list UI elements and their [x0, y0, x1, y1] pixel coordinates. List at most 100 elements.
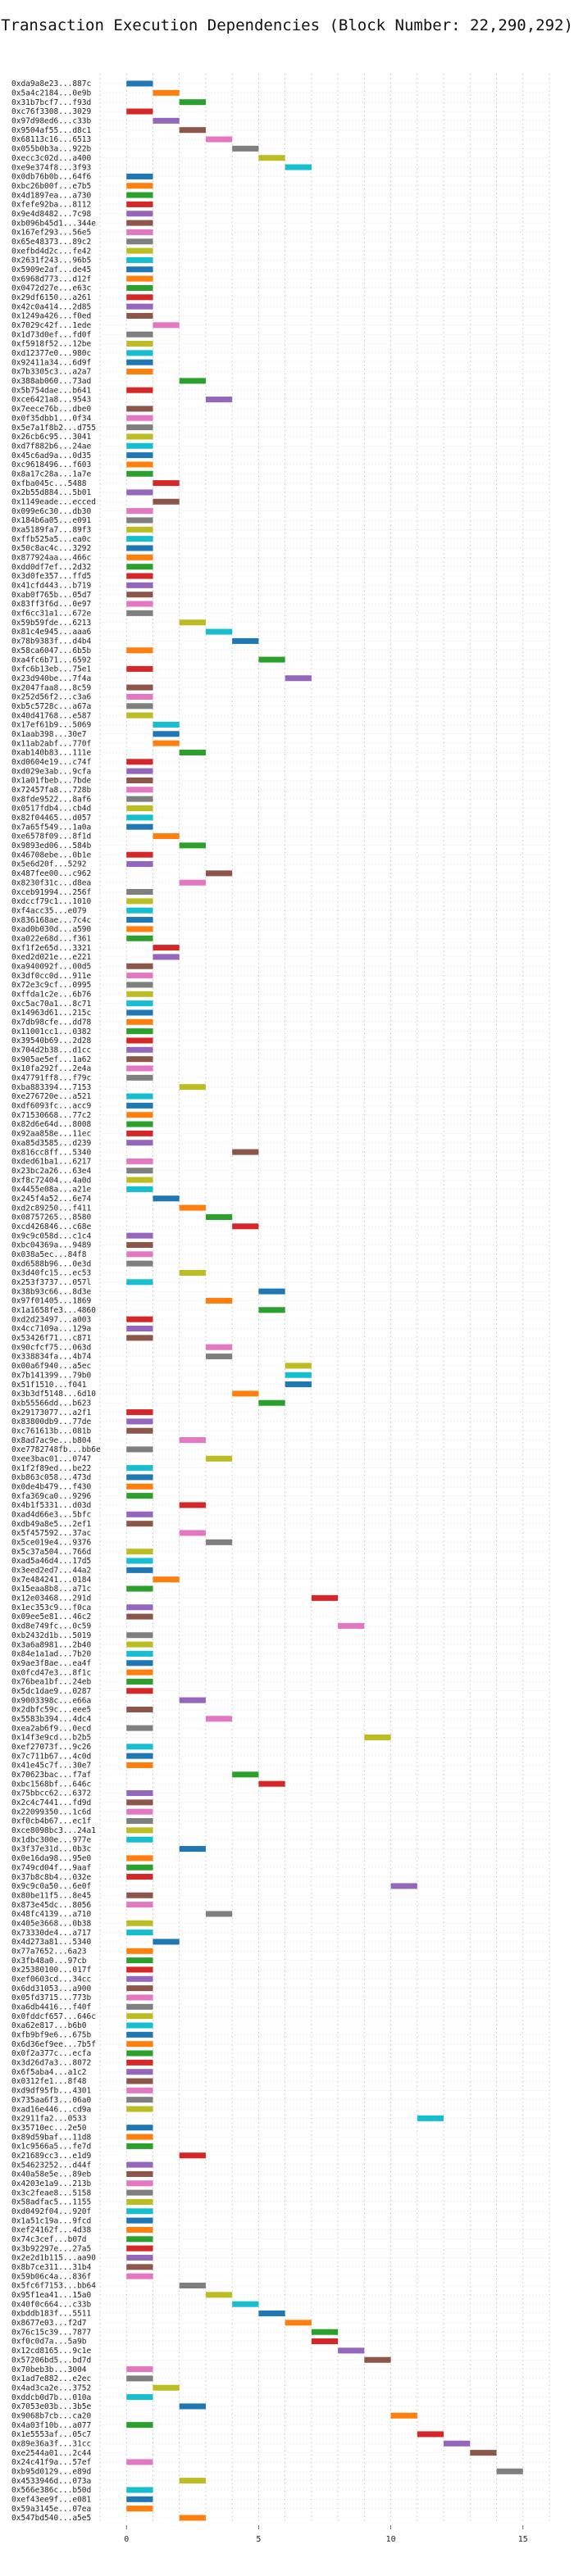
y-tick-label: 0x3fb48a0...97cb: [11, 1957, 87, 1966]
y-tick-label: 0x92411a34...6d9f: [11, 358, 91, 367]
y-tick-label: 0x7b3305c3...a2a7: [11, 368, 91, 377]
dependency-bar: [126, 1177, 153, 1183]
y-tick-label: 0x5909e2af...de45: [11, 265, 91, 274]
dependency-bar: [126, 712, 153, 719]
dependency-bar: [126, 573, 153, 579]
dependency-bar: [311, 2338, 339, 2345]
y-tick-label: 0x59b59fde...6213: [11, 619, 91, 628]
dependency-bar: [126, 1799, 153, 1806]
y-tick-label: 0x4455e08a...a21e: [11, 1186, 92, 1195]
dependency-bar: [126, 2487, 153, 2493]
dependency-bar: [153, 117, 180, 124]
y-tick-label: 0x82d6e64d...8008: [11, 1120, 92, 1129]
y-tick-label: 0x23bc2a26...63e4: [11, 1167, 92, 1176]
dependency-bar: [390, 1883, 417, 1889]
y-tick-label: 0xad0b030d...a590: [11, 925, 92, 934]
y-tick-label: 0x099e6c30...db30: [11, 507, 92, 516]
y-tick-label: 0x26cb6c95...3041: [11, 433, 92, 442]
dependency-bar: [126, 768, 153, 774]
dependency-bar: [126, 1855, 153, 1862]
y-tick-label: 0x17ef61b9...5069: [11, 721, 92, 730]
y-tick-label: 0x0fcd47e3...8f1c: [11, 1668, 91, 1677]
y-tick-label: 0xe9e374f8...3f93: [11, 163, 91, 172]
y-tick-label: 0x6968d773...d12f: [11, 274, 91, 283]
dependency-bar: [126, 1604, 153, 1611]
y-tick-label: 0x3eed2ed7...44a2: [11, 1567, 91, 1576]
dependency-bar: [126, 220, 153, 226]
y-tick-label: 0x1ec353c9...f0ca: [11, 1603, 91, 1612]
y-tick-label: 0xb2432d1b...5019: [11, 1631, 92, 1640]
dependency-bar: [126, 1427, 153, 1434]
y-tick-label: 0xcd426846...c68e: [11, 1222, 92, 1231]
y-tick-label: 0x09ee5e81...46c2: [11, 1612, 91, 1621]
dependency-bar: [311, 2329, 339, 2335]
y-tick-label: 0x0f35dbb1...0f34: [11, 414, 92, 423]
dependency-bar: [153, 1576, 180, 1583]
y-tick-label: 0xee3bac01...0747: [11, 1454, 91, 1463]
dependency-bar: [126, 2198, 153, 2205]
y-tick-label: 0xe276720e...a521: [11, 1092, 92, 1101]
dependency-bar: [179, 127, 206, 134]
dependency-bar: [126, 1121, 153, 1127]
y-tick-label: 0x83800db9...77de: [11, 1417, 92, 1426]
dependency-bar: [126, 1874, 153, 1880]
y-tick-label: 0x1a1658fe3...4860: [11, 1306, 96, 1315]
y-tick-label: 0xbc04369a...9489: [11, 1241, 92, 1250]
y-tick-label: 0x5a4c2184...0e9b: [11, 89, 92, 98]
dependency-bar: [126, 192, 153, 198]
dependency-bar: [126, 1836, 153, 1843]
y-tick-label: 0x90cfcf75...063d: [11, 1343, 91, 1352]
y-tick-label: 0xded61ba1...6217: [11, 1158, 91, 1167]
y-tick-label: 0xdf6093fc...acc9: [11, 1102, 92, 1111]
y-tick-label: 0x14963d61...215c: [11, 1009, 91, 1018]
dependency-bar: [179, 2478, 206, 2484]
dependency-bar: [126, 350, 153, 356]
y-tick-label: 0x89e36a3f...31cc: [11, 2439, 91, 2448]
y-tick-label: 0x9003398c...e66a: [11, 1696, 91, 1705]
y-tick-label: 0x82f04465...d057: [11, 814, 91, 823]
y-tick-label: 0xfa369ca0...9296: [11, 1492, 92, 1501]
y-tick-label: 0xb863c058...473d: [11, 1473, 91, 1482]
dependency-bar: [126, 340, 153, 347]
dependency-bar: [126, 693, 153, 700]
dependency-bar: [126, 1140, 153, 1146]
y-tick-label: 0xffda1c2e...6b76: [11, 990, 92, 999]
y-tick-label: 0xf8c72404...4a0d: [11, 1176, 91, 1185]
y-tick-label: 0xf4acc35...e079: [11, 906, 87, 915]
y-tick-label: 0x59b06c4a...836f: [11, 2272, 91, 2281]
dependency-bar: [496, 2468, 523, 2474]
y-tick-label: 0x3c2feae8...5158: [11, 2188, 92, 2197]
dependency-bar: [126, 2022, 153, 2029]
y-tick-label: 0xe7782748fb...bb6e: [11, 1445, 101, 1454]
dependency-bar: [126, 2013, 153, 2020]
dependency-bar: [126, 1902, 153, 1908]
dependency-bar: [126, 508, 153, 515]
dependency-bar: [126, 266, 153, 273]
dependency-bar: [390, 2412, 417, 2419]
y-tick-label: 0xf0cb4b67...ec1f: [11, 1817, 91, 1826]
dependency-bar: [285, 1381, 312, 1388]
dependency-bar: [126, 1018, 153, 1025]
dependency-bar: [153, 480, 180, 487]
y-tick-label: 0x2631f243...96b5: [11, 256, 91, 265]
dependency-bar: [153, 322, 180, 329]
y-tick-label: 0x12cd8165...9c1e: [11, 2347, 92, 2356]
dependency-bar: [126, 1762, 153, 1768]
y-tick-label: 0xef0603cd...34cc: [11, 1975, 91, 1984]
y-tick-label: 0x1d73d0ef...fd0f: [11, 330, 91, 339]
y-tick-label: 0x25380100...017f: [11, 1966, 91, 1975]
y-tick-label: 0x3b3df5148...6d10: [11, 1390, 96, 1399]
y-tick-label: 0x405e3668...0b38: [11, 1919, 92, 1928]
dependency-bar: [126, 1241, 153, 1248]
dependency-bar: [232, 1223, 259, 1230]
dependency-bar: [179, 2282, 206, 2289]
y-tick-label: 0xce6421a8...9543: [11, 396, 91, 405]
y-tick-label: 0x8677e03...f2d7: [11, 2319, 87, 2328]
y-tick-label: 0x40f0c664...c33b: [11, 2300, 92, 2309]
dependency-bar: [126, 369, 153, 375]
dependency-bar: [179, 1204, 206, 1211]
y-tick-label: 0x35710ec...2e50: [11, 2124, 87, 2133]
y-tick-label: 0xbc26b00f...e7b5: [11, 182, 91, 191]
y-tick-label: 0xfefe92ba...8112: [11, 201, 91, 210]
y-tick-label: 0x0517fdb4...cb4d: [11, 805, 91, 814]
